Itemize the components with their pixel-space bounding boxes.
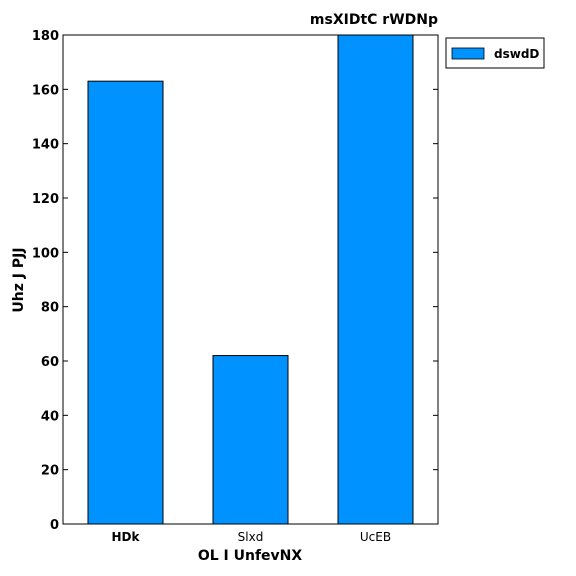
x-axis-label: OL I UnfevNX — [198, 548, 303, 564]
x-axis-ticks: HDk Slxd UcEB — [112, 530, 392, 544]
chart-title: msXIDtC rWDNp — [310, 12, 438, 28]
y-tick-label: 160 — [32, 83, 59, 98]
y-tick-label: 120 — [32, 192, 59, 207]
bar-HDk — [87, 80, 164, 525]
x-tick-label: Slxd — [238, 530, 264, 544]
y-tick-label: 60 — [41, 355, 59, 370]
legend: dswdD — [445, 37, 545, 69]
legend-label: dswdD — [494, 47, 539, 61]
legend-swatch — [451, 47, 485, 60]
y-axis-label: Uhz J PJJ — [11, 247, 27, 312]
y-tick-label: 140 — [32, 138, 59, 153]
bars-group — [87, 34, 414, 525]
bar-UcEB — [337, 34, 414, 525]
y-tick-label: 100 — [32, 246, 59, 261]
plot-frame — [62, 34, 439, 525]
x-tick-label: HDk — [112, 530, 141, 544]
y-tick-label: 180 — [32, 29, 59, 44]
bar-Slxd — [212, 355, 289, 525]
y-tick-label: 80 — [41, 301, 59, 316]
x-tick-label: UcEB — [360, 530, 391, 544]
y-axis-ticks: 0 20 40 60 80 100 120 140 160 180 — [32, 29, 438, 533]
y-tick-label: 20 — [41, 464, 59, 479]
y-tick-label: 40 — [41, 409, 59, 424]
y-tick-label: 0 — [50, 518, 59, 533]
